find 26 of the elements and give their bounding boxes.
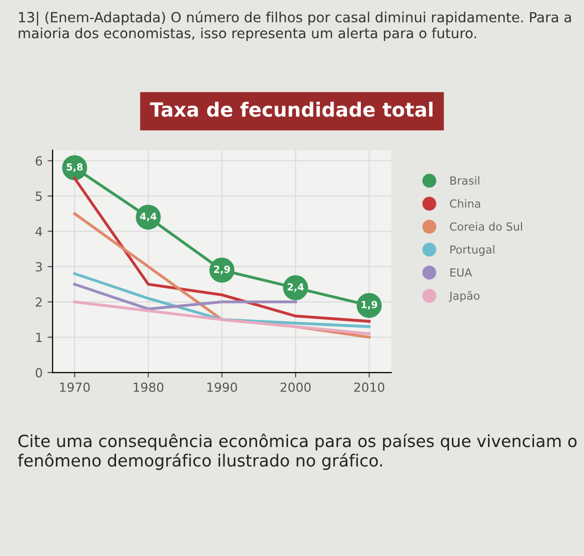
x-tick-label: 1980: [134, 382, 164, 392]
y-tick-label: 6: [36, 156, 42, 166]
x-tick-label: 2010: [354, 382, 384, 392]
x-tick-label: 2000: [280, 382, 311, 392]
chart-title: Taxa de fecundidade total: [150, 102, 433, 117]
data-label: 1,9: [362, 300, 378, 310]
legend-label: Japão: [448, 291, 480, 302]
data-label: 2,9: [214, 266, 230, 274]
legend-label: EUA: [450, 268, 472, 277]
y-tick-label: 5: [36, 192, 42, 201]
data-label: 4,4: [140, 212, 156, 222]
y-tick-label: 3: [36, 262, 42, 272]
legend-label: Brasil: [450, 176, 480, 185]
x-tick-label: 1990: [207, 382, 237, 392]
data-label: 2,4: [288, 283, 304, 292]
text: Cite uma consequência econômica para os países que vivenciam o fenômeno demográfico ilustrado no gráfico.: [18, 434, 577, 470]
legend-label: Coreia do Sul: [450, 222, 522, 231]
legend-label: China: [450, 199, 480, 208]
text: 13| (Enem-Adaptada) O número de filhos por casal diminui rapidamente. Para a maioria dos economistas, isso representa um alerta para o futuro.: [18, 11, 571, 42]
x-tick-label: 1970: [60, 382, 90, 392]
y-tick-label: 1: [36, 332, 42, 342]
data-label: 5,8: [66, 163, 83, 172]
y-tick-label: 2: [36, 297, 42, 307]
y-tick-label: 0: [36, 368, 42, 378]
legend-label: Portugal: [450, 245, 494, 256]
y-tick-label: 4: [35, 226, 42, 236]
